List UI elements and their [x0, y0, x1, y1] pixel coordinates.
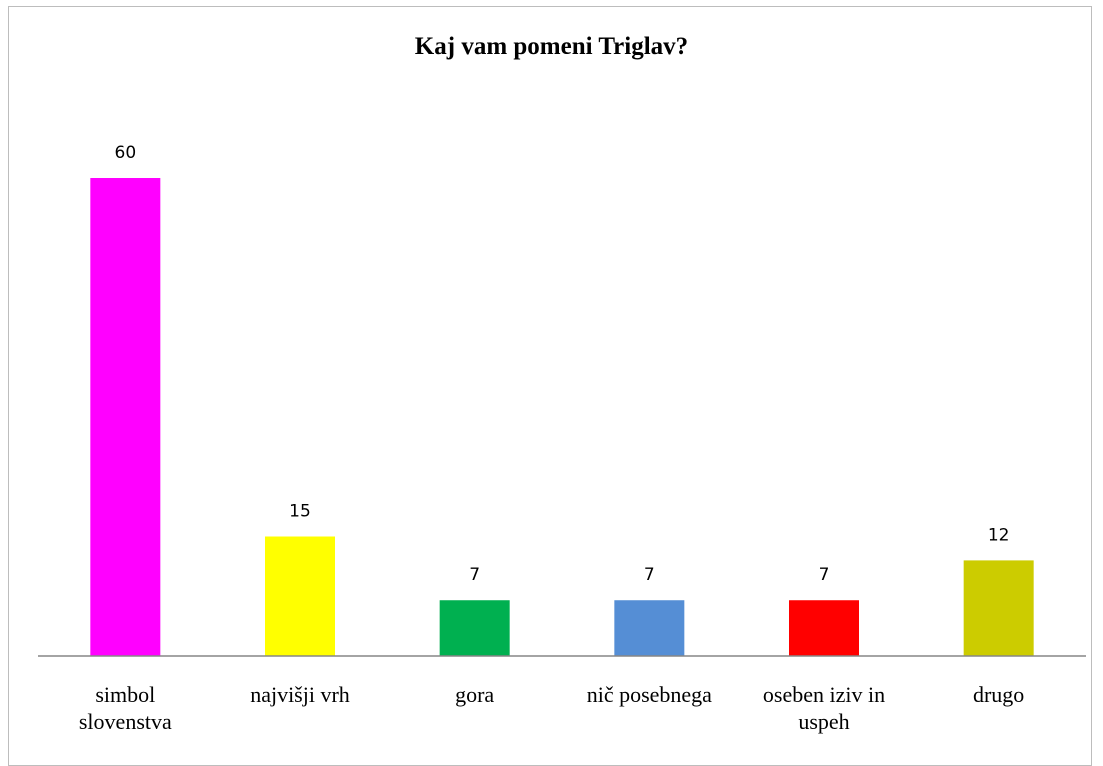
- bar: [614, 600, 685, 656]
- x-tick-label: najvišji vrh: [250, 682, 350, 707]
- chart-title: Kaj vam pomeni Triglav?: [414, 33, 689, 60]
- value-label: 15: [289, 502, 311, 522]
- bar: [963, 560, 1034, 656]
- value-label: 12: [988, 525, 1010, 545]
- bar: [439, 600, 510, 656]
- bar: [789, 600, 859, 656]
- bar: [90, 178, 161, 656]
- bar: [265, 536, 335, 656]
- x-tick-label: drugo: [972, 682, 1025, 707]
- value-label: 7: [819, 565, 830, 585]
- value-label: 60: [115, 143, 137, 163]
- value-label: 7: [644, 565, 655, 585]
- x-tick-label: gora: [455, 682, 495, 707]
- value-label: 7: [469, 565, 480, 585]
- x-tick-label: simbol slovenstva: [78, 682, 172, 734]
- x-tick-label: nič posebnega: [586, 682, 712, 707]
- x-tick-label: oseben iziv in uspeh: [762, 682, 886, 734]
